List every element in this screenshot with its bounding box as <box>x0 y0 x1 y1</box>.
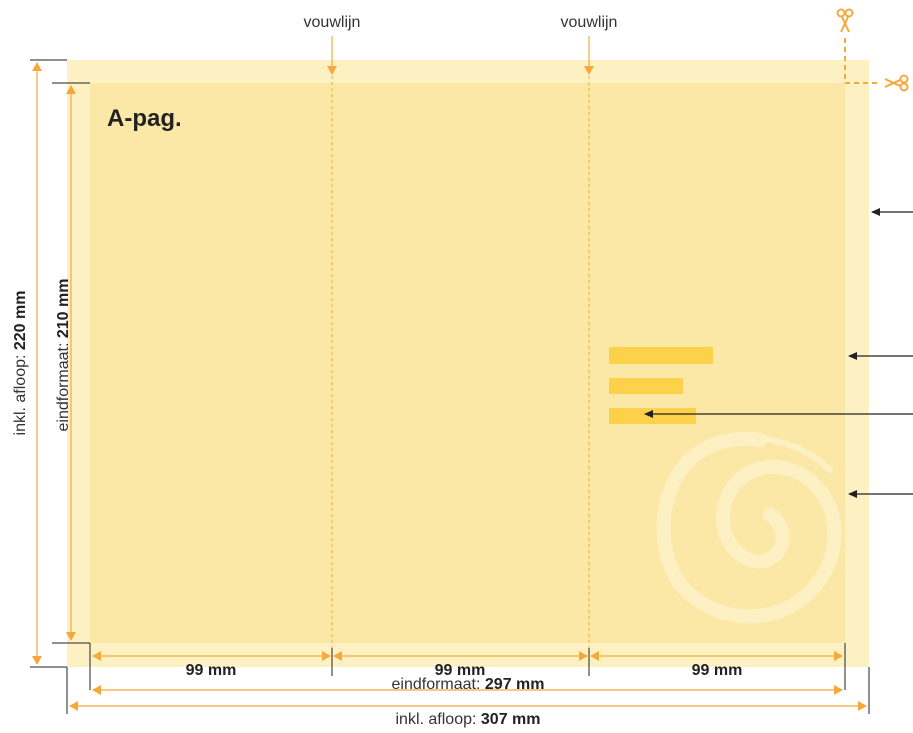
crop-marks <box>30 59 870 714</box>
final-width-label: eindformaat: 297 mm <box>392 676 545 693</box>
text-bar-1 <box>609 347 713 364</box>
swirl-graphic <box>656 431 842 624</box>
text-bar-2 <box>609 378 683 394</box>
scissors-icon <box>884 74 909 92</box>
bleed-width-label: inkl. afloop: 307 mm <box>396 711 541 728</box>
final-height-label: eindformaat: 210 mm <box>55 279 72 432</box>
scissors-icon <box>836 8 854 33</box>
fold-label-2: vouwlijn <box>561 14 618 31</box>
trim-area <box>90 83 845 643</box>
page-title: A-pag. <box>107 105 182 132</box>
panel-width-1: 99 mm <box>186 662 237 679</box>
panel-width-2: 99 mm <box>435 662 486 679</box>
fold-label-1: vouwlijn <box>304 14 361 31</box>
panel-width-3: 99 mm <box>692 662 743 679</box>
bleed-height-label: inkl. afloop: 220 mm <box>12 291 29 436</box>
text-bar-3 <box>609 408 696 424</box>
